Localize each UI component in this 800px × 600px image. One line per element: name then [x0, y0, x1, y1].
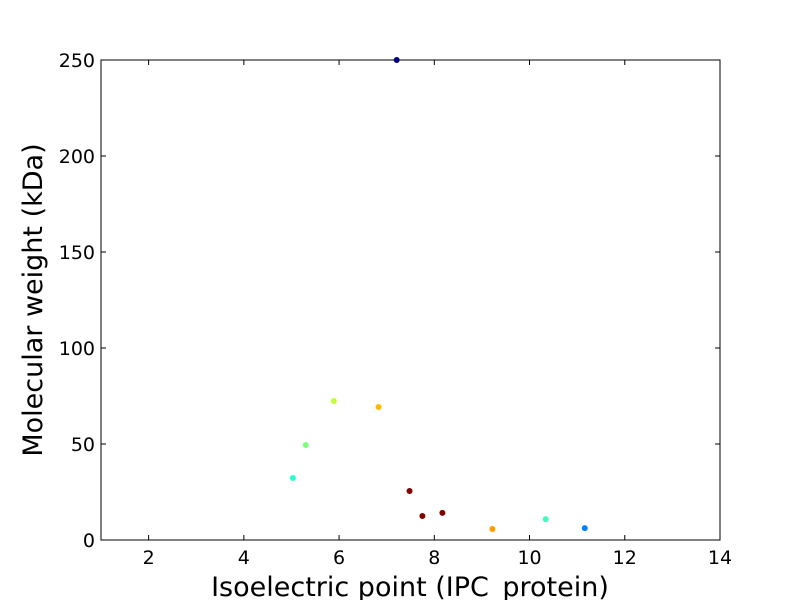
- point: [375, 403, 382, 410]
- point: [302, 441, 309, 448]
- x-tick-label: 4: [238, 547, 250, 569]
- x-tick-label: 12: [613, 547, 637, 569]
- point: [489, 526, 496, 533]
- point: [393, 57, 400, 63]
- x-tick-label: 14: [708, 547, 732, 569]
- x-tick-label: 2: [143, 547, 155, 569]
- x-tick-label: 6: [333, 547, 345, 569]
- y-tick-label: 250: [59, 50, 95, 72]
- point: [330, 397, 337, 404]
- y-tick-label: 200: [59, 146, 95, 168]
- y-tick-label: 50: [71, 434, 95, 456]
- y-tick-label: 0: [83, 530, 95, 552]
- x-tick-label: 10: [517, 547, 541, 569]
- y-axis-title: Molecular weight (kDa): [18, 143, 49, 456]
- point: [439, 509, 446, 516]
- x-axis-title: Isoelectric point (IPC_protein): [211, 572, 609, 600]
- y-tick-label: 100: [59, 338, 95, 360]
- point: [289, 474, 296, 481]
- point: [581, 525, 588, 532]
- point: [406, 488, 413, 495]
- x-tick-label: 8: [428, 547, 440, 569]
- point: [542, 516, 549, 523]
- plot-frame: [100, 59, 721, 541]
- y-tick-label: 150: [59, 242, 95, 264]
- point: [419, 513, 426, 519]
